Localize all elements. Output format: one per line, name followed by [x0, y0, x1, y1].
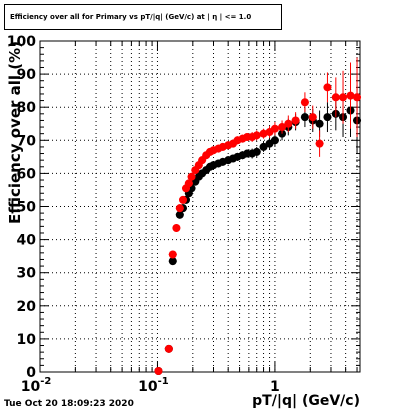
data-point: [339, 93, 348, 102]
series-1: [154, 57, 362, 376]
y-tick-label: 0: [26, 365, 36, 381]
x-tick-label: 10-1: [138, 376, 169, 395]
data-point: [259, 129, 268, 138]
x-tick-label: 1: [270, 379, 280, 395]
data-point: [300, 113, 309, 122]
y-tick-label: 10: [17, 332, 37, 348]
y-tick-label: 60: [17, 166, 37, 182]
data-point: [315, 139, 324, 148]
chart-title: Efficiency over all for Primary vs pT/|q…: [10, 13, 252, 21]
data-series: [154, 57, 362, 376]
data-point: [323, 113, 332, 122]
y-tick-label: 20: [17, 299, 37, 315]
data-point: [252, 147, 261, 156]
data-point: [184, 179, 193, 188]
axis-ticks: [39, 40, 360, 373]
data-point: [323, 83, 332, 92]
data-point: [259, 142, 268, 151]
data-point: [270, 124, 279, 133]
data-point: [284, 119, 293, 128]
y-tick-label: 90: [17, 67, 37, 83]
data-point: [308, 113, 317, 122]
data-point: [300, 98, 309, 107]
y-axis-label: Efficiency over all (%): [6, 41, 24, 224]
data-point: [175, 210, 184, 219]
series-0: [154, 84, 362, 376]
data-point: [168, 250, 177, 259]
data-point: [315, 119, 324, 128]
tick-labels: 0 10 20 30 40 50 60 70 80 90 100 10-2 10-1 1: [7, 34, 280, 395]
data-point: [168, 257, 177, 266]
data-point: [278, 123, 287, 132]
timestamp: Tue Oct 20 18:09:23 2020: [4, 399, 134, 409]
x-tick-label: 10-2: [21, 376, 52, 395]
chart-title-box: Efficiency over all for Primary vs pT/|q…: [4, 4, 282, 30]
grid-lines: [40, 41, 360, 372]
data-point: [353, 93, 362, 102]
y-tick-label: 50: [17, 200, 37, 216]
x-axis-label: pT/|q| (GeV/c): [252, 393, 360, 409]
data-point: [291, 116, 300, 125]
data-point: [154, 367, 163, 376]
data-point: [179, 195, 188, 204]
data-point: [252, 131, 261, 140]
y-tick-label: 100: [7, 34, 36, 50]
data-point: [331, 93, 340, 102]
data-point: [164, 344, 173, 353]
data-point: [172, 224, 181, 233]
y-tick-label: 30: [17, 266, 37, 282]
y-tick-label: 80: [17, 100, 37, 116]
y-tick-label: 70: [17, 133, 37, 149]
data-point: [187, 172, 196, 181]
data-point: [175, 204, 184, 213]
data-point: [346, 91, 355, 100]
data-point: [270, 136, 279, 145]
y-tick-label: 40: [17, 233, 37, 249]
